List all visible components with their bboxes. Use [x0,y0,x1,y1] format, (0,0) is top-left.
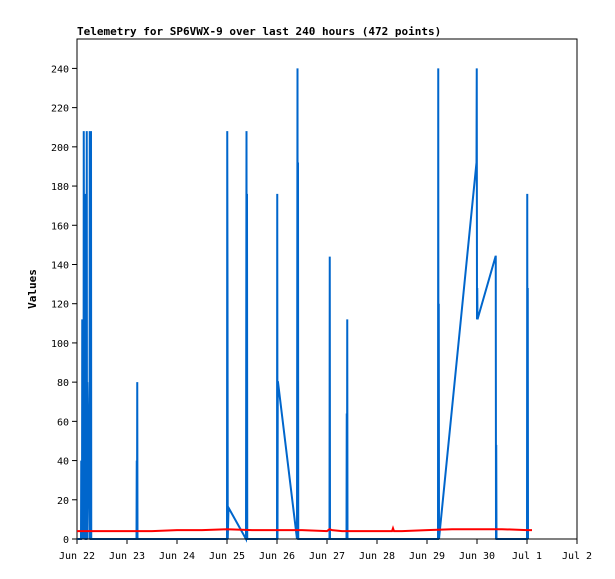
x-tick-label: Jun 23 [109,551,145,562]
y-tick-label: 40 [57,457,69,468]
y-axis-label: Values [26,269,39,309]
x-tick-label: Jun 30 [459,551,495,562]
x-tick-label: Jun 27 [309,551,345,562]
y-tick-label: 220 [51,104,69,115]
x-tick-label: Jun 26 [259,551,295,562]
x-tick-label: Jul 2 [562,551,592,562]
y-tick-label: 140 [51,260,69,271]
x-tick-label: Jun 24 [159,551,195,562]
x-axis: Jun 22 Jun 23 Jun 24 Jun 25 Jun 26 Jun 27 Jun … [59,539,592,562]
x-tick-label: Jun 22 [59,551,95,562]
series-layer [77,68,532,543]
x-tick-label: Jun 28 [359,551,395,562]
x-tick-label: Jul 1 [512,551,542,562]
y-tick-label: 0 [63,535,69,546]
plot-frame [76,38,578,540]
y-tick-label: 60 [57,417,69,428]
x-tick-label: Jun 29 [409,551,445,562]
y-tick-label: 20 [57,496,69,507]
y-tick-label: 160 [51,221,69,232]
x-tick-label: Jun 25 [209,551,245,562]
y-tick-label: 80 [57,378,69,389]
series-line-1 [77,68,529,543]
y-tick-label: 100 [51,339,69,350]
y-tick-label: 120 [51,300,69,311]
chart-title: Telemetry for SP6VWX-9 over last 240 hou… [77,25,441,38]
series-line-2 [77,525,532,533]
y-tick-label: 200 [51,143,69,154]
y-axis: 0 20 40 60 80 100 120 140 160 180 200 220 240 [51,64,77,546]
y-tick-label: 240 [51,64,69,75]
y-tick-label: 180 [51,182,69,193]
